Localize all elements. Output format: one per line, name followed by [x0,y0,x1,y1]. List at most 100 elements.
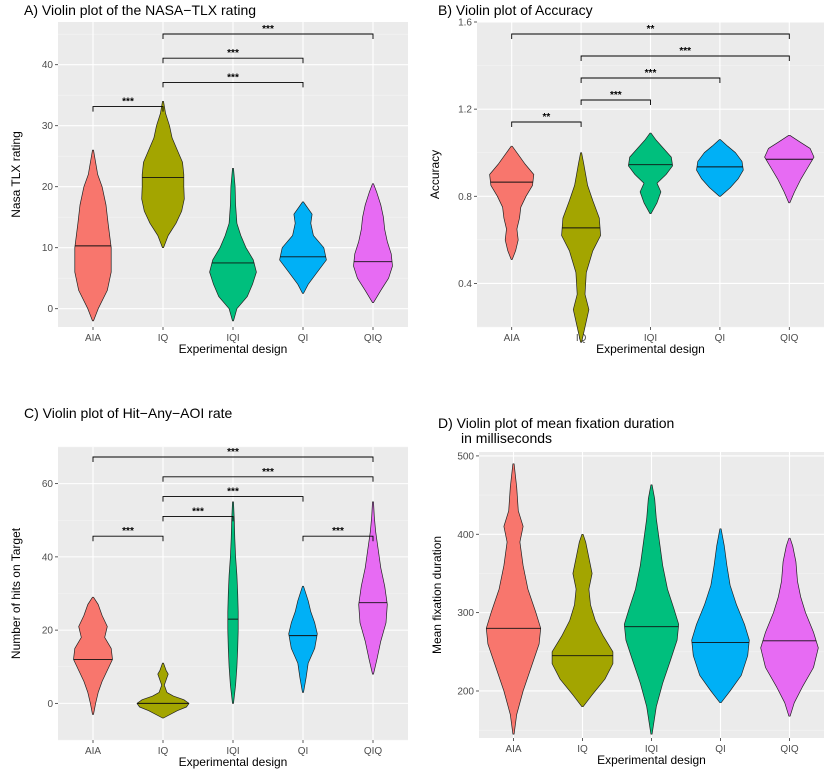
chart-a-violin-qi [279,201,327,294]
chart-c-significance-label: *** [227,487,239,498]
chart-c-violin-aia [73,596,113,715]
chart-d-violin-qi [691,528,750,704]
chart-c-x-tick-label-qi: QI [298,746,309,757]
chart-a-violin-iqi [209,168,257,322]
chart-b-significance-label: *** [679,46,691,57]
chart-b-y-axis-title: Accuracy [428,150,442,199]
chart-d-y-axis-title: Mean fixation duration [430,536,444,654]
chart-d-y-tick-label: 300 [457,608,474,619]
chart-a-significance-bracket [92,106,164,112]
chart-d-x-tick-label-qiq: QIQ [780,744,799,755]
chart-b-significance-bracket [511,33,790,39]
chart-c-significance-bracket [162,515,234,522]
chart-b-x-tick-label-iqi: IQI [644,333,657,344]
chart-a-significance-label: *** [122,97,134,108]
chart-c-significance-label: *** [227,447,239,458]
chart-a-x-tick-label-aia: AIA [85,333,101,344]
chart-a-significance-label: *** [262,24,274,35]
chart-title-a: A) Violin plot of the NASA−TLX rating [24,2,257,18]
chart-a-x-axis-title: Experimental design [179,342,288,356]
chart-d-violin-iq [551,533,614,708]
chart-b-x-axis-title: Experimental design [596,342,705,356]
chart-a-violin-iq [141,100,185,249]
chart-a-y-tick-label: 40 [42,60,54,71]
chart-a-y-axis-title: Nasa TLX rating [9,131,23,218]
chart-b-significance-label: *** [645,68,657,79]
chart-c-y-tick-label: 40 [42,552,54,563]
chart-c-violin-qi [288,585,318,693]
chart-c-x-tick-label-aia: AIA [85,746,101,757]
chart-b-y-tick-label: 1.6 [458,18,472,29]
chart-a-y-tick-label: 10 [42,243,54,254]
panel-c: C) Violin plot of Hit−Any−AOI rate 0 20 40… [0,400,415,783]
chart-title-d-line2: in milliseconds [461,430,553,446]
chart-c-violin-iqi [227,501,239,704]
chart-c-x-tick-label-qiq: QIQ [364,746,383,757]
chart-a-violin-qiq [353,183,393,303]
chart-d-x-tick-label-aia: AIA [505,744,521,755]
chart-b-x-tick-label-qi: QI [715,333,726,344]
chart-c-significance-bracket [302,535,374,542]
chart-b-significance-label: *** [610,90,622,101]
chart-c-y-axis-title: Number of hits on Target [9,527,23,659]
chart-b-significance-bracket [580,55,790,61]
chart-c-x-tick-label-iqi: IQI [226,746,239,757]
chart-a-x-tick-label-qi: QI [298,333,309,344]
chart-b-y-tick-label: 1.2 [458,105,472,116]
chart-a-x-tick-label-qiq: QIQ [364,333,383,344]
chart-a-x-tick-label-iqi: IQI [226,333,239,344]
chart-c-significance-label: *** [192,506,204,517]
chart-a-significance-label: *** [227,48,239,59]
chart-b-violin-qiq [764,134,815,204]
chart-title-b: B) Violin plot of Accuracy [438,2,593,18]
chart-c-significance-label: *** [332,526,344,537]
chart-c-significance-bracket [162,496,304,502]
chart-b-x-tick-label-qiq: QIQ [780,333,799,344]
chart-b-y-tick-label: 0.4 [458,279,472,290]
chart-b: 0.40.81.21.6AIAIQIQIQIQIQExperimental de… [428,18,824,356]
chart-b-significance-label: ** [543,112,551,123]
panel-d: D) Violin plot of mean fixation duration… [416,400,831,783]
chart-a-significance-bracket [162,57,304,64]
chart-b-violin-iq [561,152,601,343]
chart-d-violin-aia [485,463,542,735]
chart-c-significance-bracket [92,456,374,462]
chart-c-significance-bracket [162,476,374,482]
chart-c-y-tick-label: 20 [42,626,54,637]
chart-d-x-tick-label-iqi: IQI [645,744,658,755]
chart-d-x-tick-label-iq: IQ [577,744,588,755]
chart-a-y-tick-label: 0 [47,304,53,315]
chart-a-y-tick-label: 30 [42,121,54,132]
chart-d-violin-qiq [760,537,819,717]
chart-c-significance-bracket [92,535,164,542]
chart-b-significance-bracket [580,77,721,83]
chart-a-significance-label: *** [227,72,239,83]
chart-d-x-tick-label-qi: QI [715,744,726,755]
chart-c-violin-qiq [358,501,388,675]
panel-a: A) Violin plot of the NASA−TLX rating 0 1… [0,0,415,380]
chart-a-x-tick-label-iq: IQ [158,333,169,344]
chart-b-significance-label: ** [647,24,655,35]
chart-b-significance-bracket [580,99,651,105]
chart-b-significance-bracket [511,121,582,127]
chart-a-significance-bracket [162,81,304,88]
chart-d-y-tick-label: 500 [457,451,474,462]
chart-c-significance-label: *** [262,467,274,478]
chart-d-y-tick-label: 200 [457,686,474,697]
chart-title-d: D) Violin plot of mean fixation duration [438,415,675,431]
chart-b-violin-aia [489,145,535,260]
panel-b: B) Violin plot of Accuracy 0.4 0.8 1.2 1.6 A… [416,0,831,380]
chart-a-significance-bracket [162,33,374,39]
chart-a-violin-aia [74,149,112,322]
chart-title-c: C) Violin plot of Hit−Any−AOI rate [24,405,233,421]
chart-d-violin-iqi [623,484,680,735]
chart-b-violin-qi [696,139,744,197]
chart-b-y-tick-label: 0.8 [458,192,472,203]
chart-a-y-tick-label: 20 [42,182,54,193]
chart-c-significance-label: *** [122,526,134,537]
chart-b-x-tick-label-aia: AIA [504,333,520,344]
chart-c-x-tick-label-iq: IQ [158,746,169,757]
